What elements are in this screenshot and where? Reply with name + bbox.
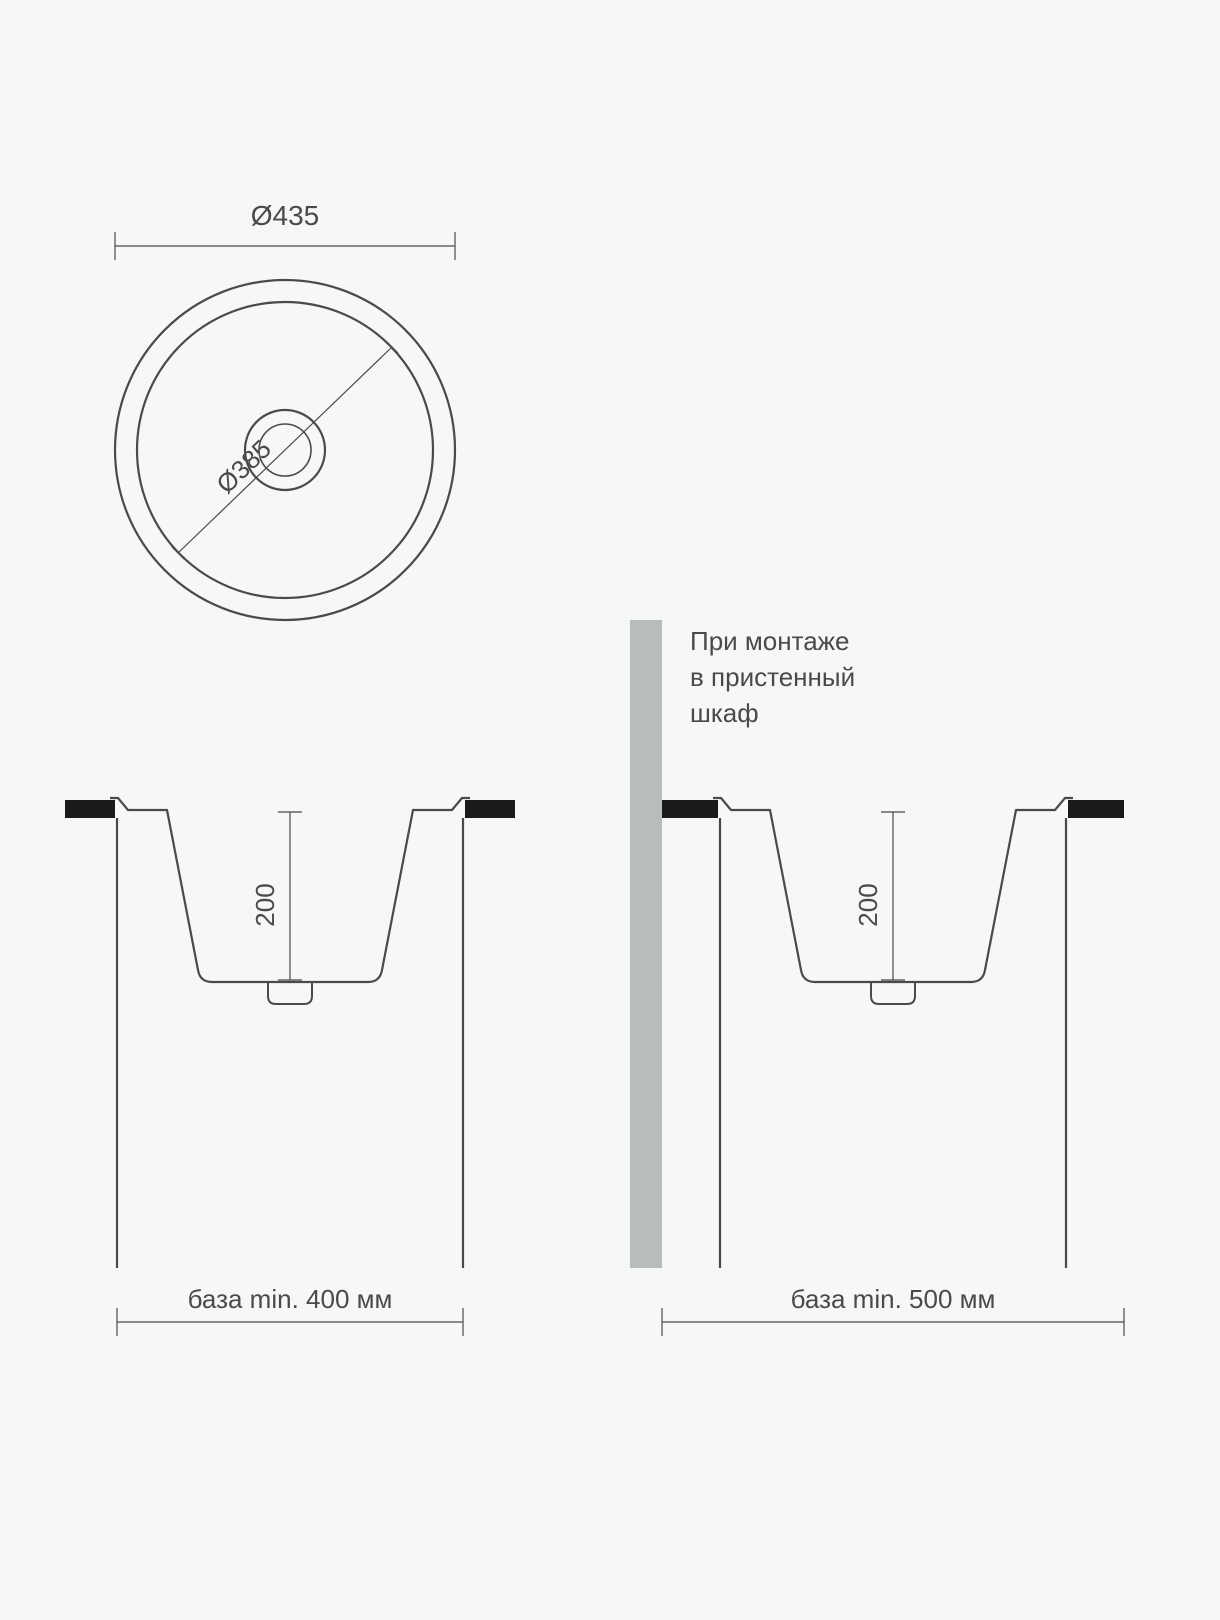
dim-outer-diameter xyxy=(115,232,455,260)
countertop-right-r xyxy=(1068,800,1124,818)
countertop-right xyxy=(465,800,515,818)
countertop-left xyxy=(65,800,115,818)
dim-depth-left xyxy=(278,812,302,980)
dim-inner-diameter xyxy=(172,341,398,559)
dim-outer-diameter-label: Ø435 xyxy=(251,200,320,231)
note-line3: шкаф xyxy=(690,698,759,728)
drawing-svg: Ø435 Ø385 xyxy=(10,10,1210,1610)
dim-depth-left-label: 200 xyxy=(250,883,280,926)
technical-drawing: Ø435 Ø385 xyxy=(10,10,1210,1610)
dim-depth-right-label: 200 xyxy=(853,883,883,926)
drain-left xyxy=(268,982,312,1004)
note-line1: При монтаже xyxy=(690,626,850,656)
top-view: Ø435 Ø385 xyxy=(115,200,455,620)
dim-base-right-label: база min. 500 мм xyxy=(791,1284,996,1314)
dim-base-left-label: база min. 400 мм xyxy=(188,1284,393,1314)
dim-depth-right xyxy=(881,812,905,980)
section-left: 200 база min. 400 мм xyxy=(65,798,515,1336)
wall xyxy=(630,620,662,1268)
countertop-left-r xyxy=(662,800,718,818)
drain-right xyxy=(871,982,915,1004)
note-line2: в пристенный xyxy=(690,662,855,692)
section-right: При монтаже в пристенный шкаф 200 xyxy=(630,620,1124,1336)
